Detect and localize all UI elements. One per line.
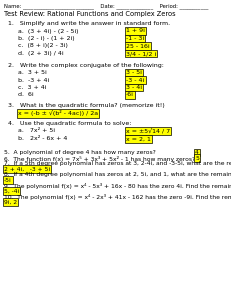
- Text: -3 - 4i: -3 - 4i: [126, 77, 144, 83]
- Text: -1 - 3i: -1 - 3i: [126, 36, 144, 41]
- Text: d.  (2 + 3i) / 4i: d. (2 + 3i) / 4i: [18, 51, 64, 56]
- Text: 6.  The function f(x) = 7x⁵ + 3x³ + 5x² - 1 has how many zeros?: 6. The function f(x) = 7x⁵ + 3x³ + 5x² -…: [4, 155, 195, 161]
- Text: a.  3 + 5i: a. 3 + 5i: [18, 70, 47, 75]
- Text: x = 2, 1: x = 2, 1: [126, 136, 151, 142]
- Text: a.  (3 + 4i) - (2 - 5i): a. (3 + 4i) - (2 - 5i): [18, 28, 79, 34]
- Text: 1 + 9i: 1 + 9i: [126, 28, 145, 34]
- Text: b.  (2 - i) - (1 + 2i): b. (2 - i) - (1 + 2i): [18, 36, 75, 41]
- Text: -6i: -6i: [126, 92, 134, 98]
- Text: 5, -4i: 5, -4i: [4, 188, 19, 194]
- Text: 8.  If a 4th degree polynomial has zeros at 2, 5i, and 1, what are the remaining: 8. If a 4th degree polynomial has zeros …: [4, 172, 231, 177]
- Text: d.  6i: d. 6i: [18, 92, 34, 98]
- Text: 4: 4: [195, 150, 199, 155]
- Text: 5: 5: [195, 155, 199, 160]
- Text: Name: ___________________________    Date: ______________    Period: ___________: Name: ___________________________ Date: …: [4, 3, 208, 9]
- Text: b.  -3 + 4i: b. -3 + 4i: [18, 77, 49, 83]
- Text: 9i, 2: 9i, 2: [4, 200, 17, 205]
- Text: 25 - 16i: 25 - 16i: [126, 44, 150, 49]
- Text: 1.   Simplify and write the answer in standard form.: 1. Simplify and write the answer in stan…: [8, 21, 170, 26]
- Text: 2 + 4i,   -3 + 5i: 2 + 4i, -3 + 5i: [4, 167, 50, 172]
- Text: -5i: -5i: [4, 178, 12, 182]
- Text: 2.   Write the complex conjugate of the following:: 2. Write the complex conjugate of the fo…: [8, 62, 164, 68]
- Text: 5.  A polynomial of degree 4 has how many zeros?: 5. A polynomial of degree 4 has how many…: [4, 150, 156, 155]
- Text: 3 - 5i: 3 - 5i: [126, 70, 142, 75]
- Text: c.  3 + 4i: c. 3 + 4i: [18, 85, 46, 90]
- Text: 10.  The polynomial f(x) = x⁴ - 2x³ + 41x - 162 has the zero -9i. Find the remai: 10. The polynomial f(x) = x⁴ - 2x³ + 41x…: [4, 194, 231, 200]
- Text: 9.  The polynomial f(x) = x⁴ - 5x³ + 16x - 80 has the zero 4i. Find the remainin: 9. The polynomial f(x) = x⁴ - 5x³ + 16x …: [4, 183, 231, 189]
- Text: 7.  If a 5th degree polynomial has zeros at 3, 2-4i, and -3-5i, what are the rem: 7. If a 5th degree polynomial has zeros …: [4, 161, 231, 166]
- Text: 4.   Use the quadratic formula to solve:: 4. Use the quadratic formula to solve:: [8, 121, 131, 125]
- Text: 3/4 - 1/2 i: 3/4 - 1/2 i: [126, 51, 156, 56]
- Text: b.   2x² - 6x + 4: b. 2x² - 6x + 4: [18, 136, 67, 142]
- Text: x = (-b ± √(b² - 4ac)) / 2a: x = (-b ± √(b² - 4ac)) / 2a: [18, 110, 98, 116]
- Text: 3.   What is the quadratic formula? (memorize it!): 3. What is the quadratic formula? (memor…: [8, 103, 165, 108]
- Text: 3 - 4i: 3 - 4i: [126, 85, 142, 90]
- Text: Test Review: Rational Functions and Complex Zeros: Test Review: Rational Functions and Comp…: [4, 11, 176, 17]
- Text: c.  (8 + i)(2 - 3i): c. (8 + i)(2 - 3i): [18, 44, 68, 49]
- Text: a.   7x² + 5i: a. 7x² + 5i: [18, 128, 55, 133]
- Text: x = ±5√14 / 7: x = ±5√14 / 7: [126, 128, 170, 134]
